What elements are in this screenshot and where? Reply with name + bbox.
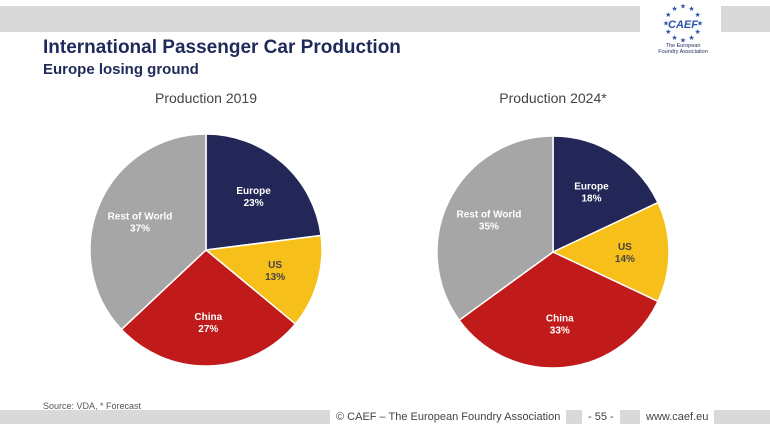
logo-star-icon: ★: [671, 5, 677, 13]
logo-star-icon: ★: [688, 5, 694, 13]
pie-slice-europe: [205, 133, 322, 251]
caef-logo: ★ ★★★★★★★★★★★ CAEF: [663, 3, 703, 45]
data-label-us: US 14%: [615, 242, 635, 265]
footer-url[interactable]: www.caef.eu: [640, 410, 715, 424]
logo-star-icon: ★: [695, 28, 701, 36]
pie-slice-europe: [552, 135, 659, 254]
data-label-europe: Europe 23%: [236, 186, 271, 209]
header-bar-right: [721, 6, 770, 32]
pie-slice-us: [551, 201, 670, 303]
logo-star-icon: ★: [671, 34, 677, 42]
data-label-us: US 13%: [265, 260, 285, 283]
logo-star-icon: ★: [663, 20, 669, 28]
data-label-rest-of-world: Rest of World 37%: [108, 211, 173, 234]
page-title: International Passenger Car Production: [43, 37, 401, 58]
data-label-rest-of-world: Rest of World 35%: [456, 209, 521, 232]
pie-slice-us: [204, 234, 323, 325]
pie-slice-rest-of-world: [436, 135, 554, 322]
logo-star-icon: ★: [688, 34, 694, 42]
header-bar: [0, 6, 640, 32]
logo-text: CAEF: [668, 19, 698, 31]
data-label-china: China 33%: [546, 314, 574, 337]
data-label-china: China 27%: [194, 312, 222, 335]
logo-caption: The European Foundry Association: [658, 43, 708, 55]
logo-star-icon: ★: [680, 3, 686, 11]
pie-slice-china: [458, 251, 659, 369]
pie-title-2019: Production 2019: [155, 90, 257, 106]
logo-star-icon: ★: [665, 11, 671, 19]
pie-title-2024: Production 2024*: [499, 90, 607, 106]
logo-star-icon: ★: [665, 28, 671, 36]
pie-slice-rest-of-world: [89, 133, 207, 331]
footer-copyright: © CAEF – The European Foundry Associatio…: [330, 410, 567, 424]
source-note: Source: VDA, * Forecast: [43, 401, 142, 411]
data-label-europe: Europe 18%: [574, 181, 609, 204]
page-subtitle: Europe losing ground: [43, 61, 199, 78]
footer-page-number: - 55 -: [582, 410, 620, 424]
logo-star-icon: ★: [697, 20, 703, 28]
logo-star-icon: ★: [695, 11, 701, 19]
logo-star-icon: ★: [680, 37, 686, 45]
pie-slice-china: [120, 249, 297, 367]
